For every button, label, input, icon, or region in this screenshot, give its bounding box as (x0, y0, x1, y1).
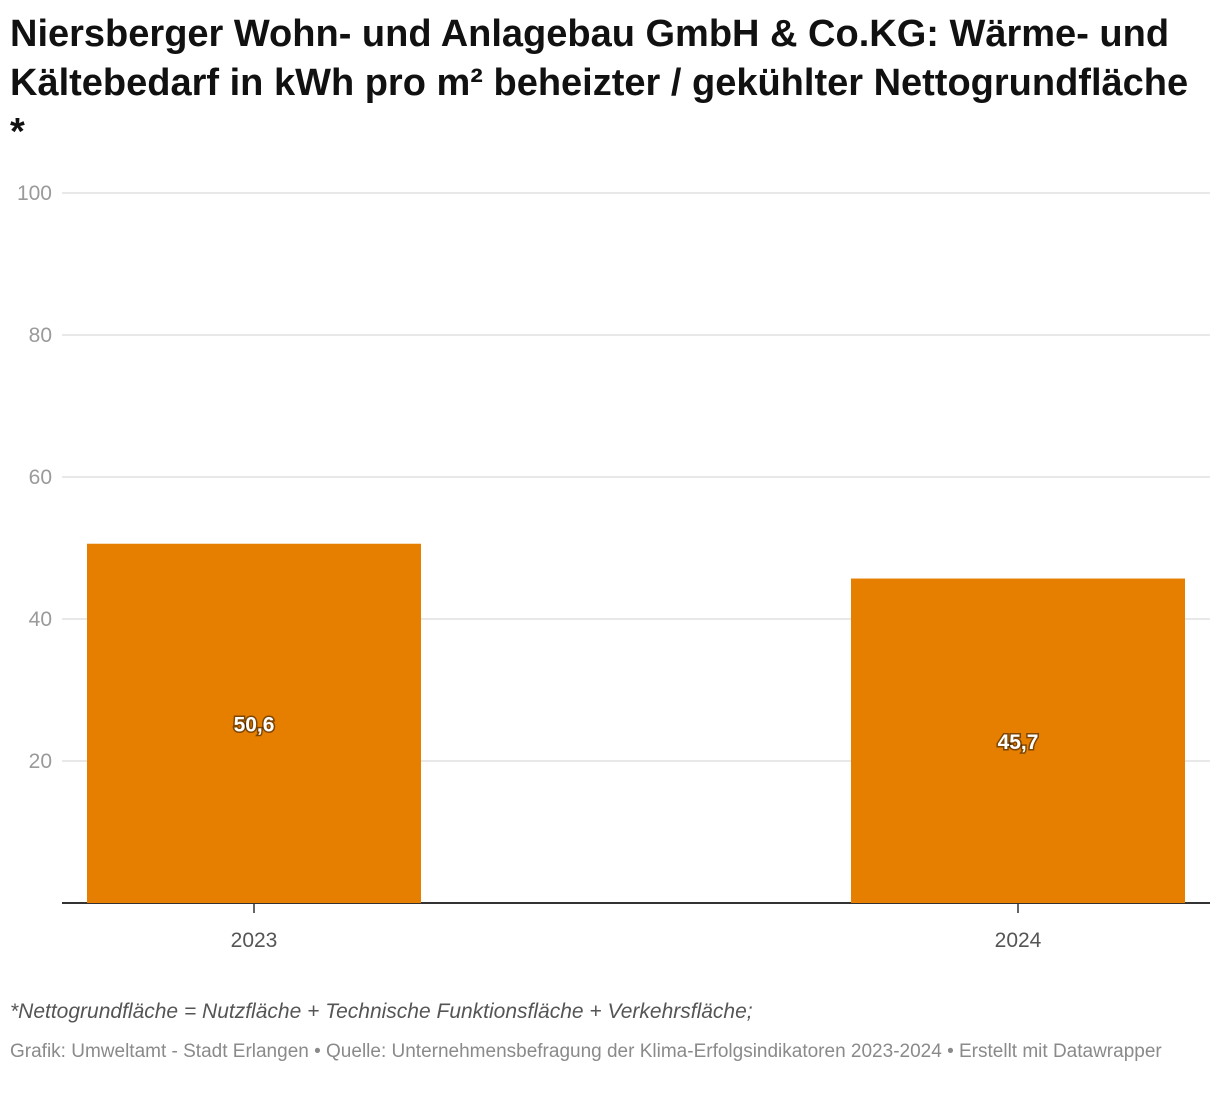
labels: 20 40 60 80 100 50,6 2023 45,7 2024 (17, 182, 1042, 952)
bar-chart: 20 40 60 80 100 50,6 2023 45,7 2024 (17, 182, 1210, 952)
x-tick-label-2024: 2024 (995, 929, 1042, 952)
y-tick-label-40: 40 (29, 608, 52, 631)
footnote: *Nettogrundfläche = Nutzfläche + Technis… (10, 1000, 753, 1023)
y-tick-label-20: 20 (29, 750, 52, 773)
y-tick-label-60: 60 (29, 466, 52, 489)
source-credit: Grafik: Umweltamt - Stadt Erlangen • Que… (10, 1041, 1162, 1062)
x-tick-label-2023: 2023 (231, 929, 278, 952)
bar-2024 (851, 578, 1185, 903)
y-tick-label-100: 100 (17, 182, 52, 205)
data-label-2023: 50,6 (234, 713, 275, 736)
chart-title: Niersberger Wohn- und Anlagebau GmbH & C… (10, 13, 1189, 153)
bars (87, 543, 1185, 903)
bar-2023 (87, 543, 421, 903)
data-label-2024: 45,7 (998, 731, 1039, 754)
y-tick-label-80: 80 (29, 324, 52, 347)
